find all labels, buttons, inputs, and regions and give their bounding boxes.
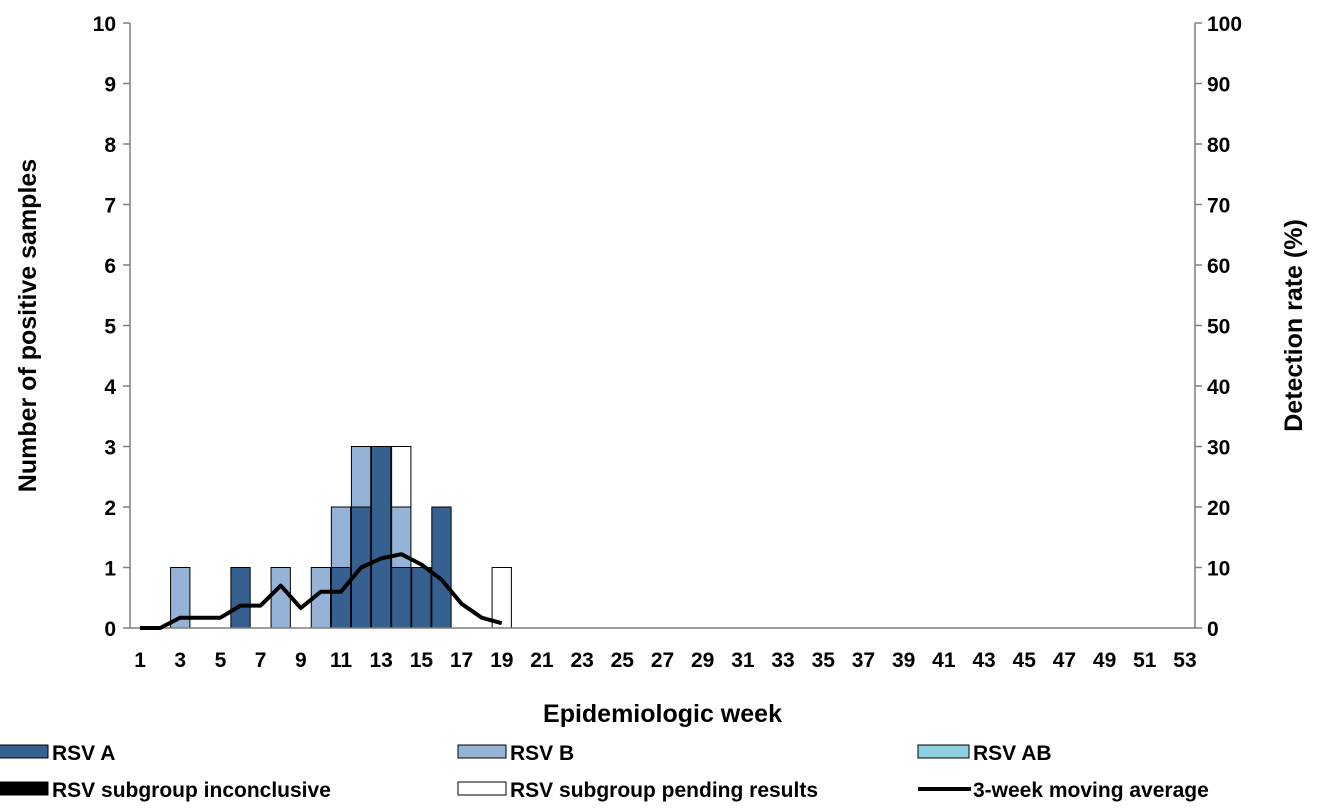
x-tick-label: 51 xyxy=(1133,649,1157,672)
x-tick-label: 17 xyxy=(450,649,473,672)
legend-label: 3-week moving average xyxy=(973,779,1209,802)
bar-series-1-week-8 xyxy=(270,567,291,629)
bar-series-0-week-15 xyxy=(411,567,432,629)
y-tick-label: 3 xyxy=(104,437,116,460)
legend-label: RSV AB xyxy=(973,742,1052,765)
x-tick-label: 49 xyxy=(1093,649,1116,672)
y2-tick-label: 10 xyxy=(1207,558,1230,581)
bar-series-4-week-14 xyxy=(391,446,412,508)
x-tick-label: 23 xyxy=(570,649,593,672)
x-tick-label: 33 xyxy=(771,649,794,672)
x-tick-label: 19 xyxy=(490,649,513,672)
x-tick-label: 45 xyxy=(1013,649,1037,672)
legend-swatch xyxy=(0,744,49,759)
legend-swatch xyxy=(457,781,507,796)
bar-series-0-week-14 xyxy=(391,567,412,629)
legend-swatch xyxy=(0,781,49,796)
x-tick-label: 37 xyxy=(852,649,875,672)
legend-label: RSV B xyxy=(510,742,574,765)
x-tick-label: 27 xyxy=(651,649,674,672)
moving-average-line xyxy=(140,552,503,630)
y-tick-label: 5 xyxy=(104,316,116,339)
x-tick-label: 13 xyxy=(369,649,392,672)
y2-tick-label: 90 xyxy=(1207,74,1230,97)
legend-label: RSV subgroup pending results xyxy=(510,779,818,802)
x-tick-label: 5 xyxy=(215,649,227,672)
x-tick-label: 1 xyxy=(134,649,146,672)
legend-label: RSV subgroup inconclusive xyxy=(52,779,331,802)
y-axis-title: Number of positive samples xyxy=(14,159,42,492)
x-tick-label: 29 xyxy=(691,649,714,672)
x-tick-label: 41 xyxy=(932,649,956,672)
y-tick-label: 9 xyxy=(104,74,116,97)
y-tick-label: 7 xyxy=(104,195,116,218)
bar-series-0-week-16 xyxy=(431,506,452,629)
x-tick-label: 31 xyxy=(731,649,755,672)
x-tick-label: 3 xyxy=(174,649,186,672)
x-tick-label: 9 xyxy=(295,649,307,672)
legend-swatch xyxy=(457,744,507,759)
x-tick-label: 25 xyxy=(611,649,635,672)
y2-tick-label: 80 xyxy=(1207,134,1230,157)
y2-tick-label: 0 xyxy=(1207,618,1219,641)
y-tick-label: 10 xyxy=(93,13,116,36)
x-tick-label: 43 xyxy=(972,649,995,672)
legend: RSV A RSV B RSV AB RSV subgroup inconclusiv… xyxy=(0,742,1209,802)
y2-tick-label: 20 xyxy=(1207,497,1230,520)
bar-series-0-week-13 xyxy=(371,446,392,629)
legend-label: RSV A xyxy=(52,742,115,765)
x-tick-label: 11 xyxy=(330,649,353,672)
x-tick-label: 53 xyxy=(1173,649,1196,672)
x-axis-title: Epidemiologic week xyxy=(543,700,782,728)
y2-tick-label: 30 xyxy=(1207,437,1230,460)
y-tick-label: 6 xyxy=(104,255,116,278)
x-tick-label: 15 xyxy=(410,649,434,672)
x-tick-label: 47 xyxy=(1053,649,1076,672)
y-tick-label: 4 xyxy=(104,376,116,399)
moving-average-layer xyxy=(140,552,503,630)
y-tick-label: 2 xyxy=(104,497,116,520)
y2-tick-label: 70 xyxy=(1207,195,1230,218)
y2-axis-title: Detection rate (%) xyxy=(1280,219,1308,432)
x-tick-label: 39 xyxy=(892,649,915,672)
bar-series-1-week-11 xyxy=(330,506,352,568)
y-tick-label: 8 xyxy=(104,134,116,157)
x-tick-label: 7 xyxy=(255,649,267,672)
x-tick-label: 35 xyxy=(812,649,836,672)
y2-tick-label: 40 xyxy=(1207,376,1230,399)
y-tick-label: 0 xyxy=(104,618,116,641)
bar-series-4-week-19 xyxy=(491,567,512,629)
bar-series-0-week-6 xyxy=(230,567,251,629)
y-tick-label: 1 xyxy=(104,558,116,581)
bar-series-1-week-12 xyxy=(350,446,372,508)
legend-swatch xyxy=(917,744,970,759)
y2-tick-label: 100 xyxy=(1207,13,1242,36)
x-tick-label: 21 xyxy=(530,649,554,672)
bar-series-0-week-11 xyxy=(330,567,352,629)
y2-tick-label: 60 xyxy=(1207,255,1230,278)
y2-tick-label: 50 xyxy=(1207,316,1230,339)
